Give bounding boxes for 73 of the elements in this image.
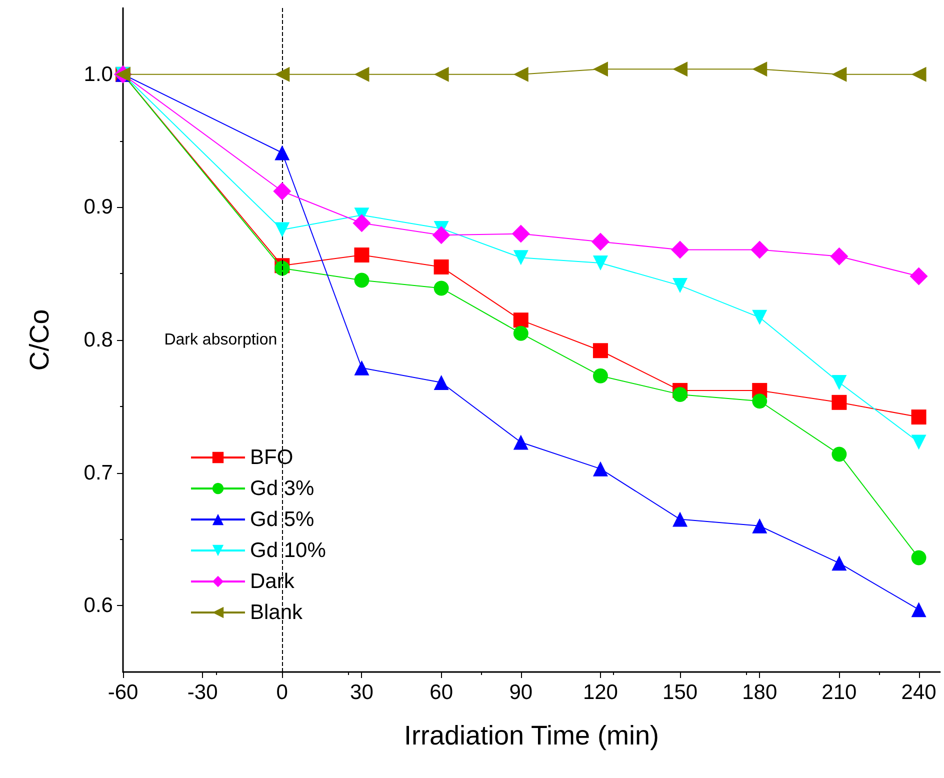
point <box>832 66 847 82</box>
x-tick-label: 240 <box>901 681 936 704</box>
point <box>274 222 290 238</box>
point <box>832 374 847 390</box>
y-tick-label: 0.7 <box>84 461 113 484</box>
point <box>273 182 292 200</box>
point <box>910 267 928 286</box>
y-tick-label: 0.8 <box>84 328 113 352</box>
x-tick-label: 210 <box>822 681 857 704</box>
point <box>513 434 528 450</box>
y-tick-label: 0.6 <box>84 594 113 618</box>
x-tick-label: 30 <box>350 681 374 704</box>
point <box>432 226 450 244</box>
point <box>911 550 926 566</box>
point <box>830 247 848 266</box>
point <box>274 145 290 160</box>
point <box>591 232 610 251</box>
point <box>672 512 688 527</box>
ref-line-label: Dark absorption <box>164 332 278 348</box>
legend-label: Blank <box>250 601 304 624</box>
point <box>832 556 847 571</box>
point <box>513 326 528 341</box>
point <box>750 240 769 259</box>
point <box>911 410 926 425</box>
point <box>752 394 768 409</box>
point <box>672 386 688 402</box>
point <box>752 310 768 325</box>
point <box>592 255 608 270</box>
point <box>274 66 290 82</box>
x-tick-label: 180 <box>742 681 778 704</box>
point <box>434 66 449 82</box>
point <box>671 240 690 259</box>
point <box>512 224 530 243</box>
x-tick-label: 90 <box>509 681 533 704</box>
legend-label: Dark <box>250 570 295 593</box>
point <box>832 394 847 410</box>
x-tick-label: -60 <box>108 681 138 704</box>
point <box>352 214 371 232</box>
legend-label: Gd 3% <box>250 477 314 500</box>
point <box>354 248 370 263</box>
point <box>592 62 608 77</box>
x-tick-label: 120 <box>582 681 618 704</box>
point <box>592 343 608 358</box>
x-tick-label: 150 <box>662 681 698 704</box>
point <box>354 360 370 376</box>
y-axis-title: C/Co <box>24 309 54 371</box>
x-tick-label: 60 <box>430 681 453 704</box>
point <box>672 278 688 294</box>
legend-label: Gd 10% <box>250 539 326 562</box>
x-tick-label: -30 <box>187 681 218 704</box>
point <box>911 602 926 618</box>
legend-label: Gd 5% <box>250 508 314 531</box>
point <box>911 66 926 82</box>
point <box>832 446 847 462</box>
point <box>513 66 528 82</box>
legend-label: BFO <box>250 446 294 469</box>
point <box>434 280 449 296</box>
point <box>592 368 608 384</box>
point <box>434 374 449 390</box>
y-tick-label: 0.9 <box>84 196 113 219</box>
y-tick-label: 1.0 <box>84 62 113 86</box>
point <box>672 62 688 77</box>
point <box>911 434 926 450</box>
point <box>434 259 449 274</box>
x-tick-label: 0 <box>276 681 288 704</box>
x-axis-title: Irradiation Time (min) <box>404 720 660 750</box>
point <box>513 250 528 266</box>
point <box>752 62 768 77</box>
point <box>513 312 528 328</box>
point <box>354 272 370 288</box>
point <box>752 518 768 534</box>
point <box>592 461 608 476</box>
point <box>354 66 370 82</box>
